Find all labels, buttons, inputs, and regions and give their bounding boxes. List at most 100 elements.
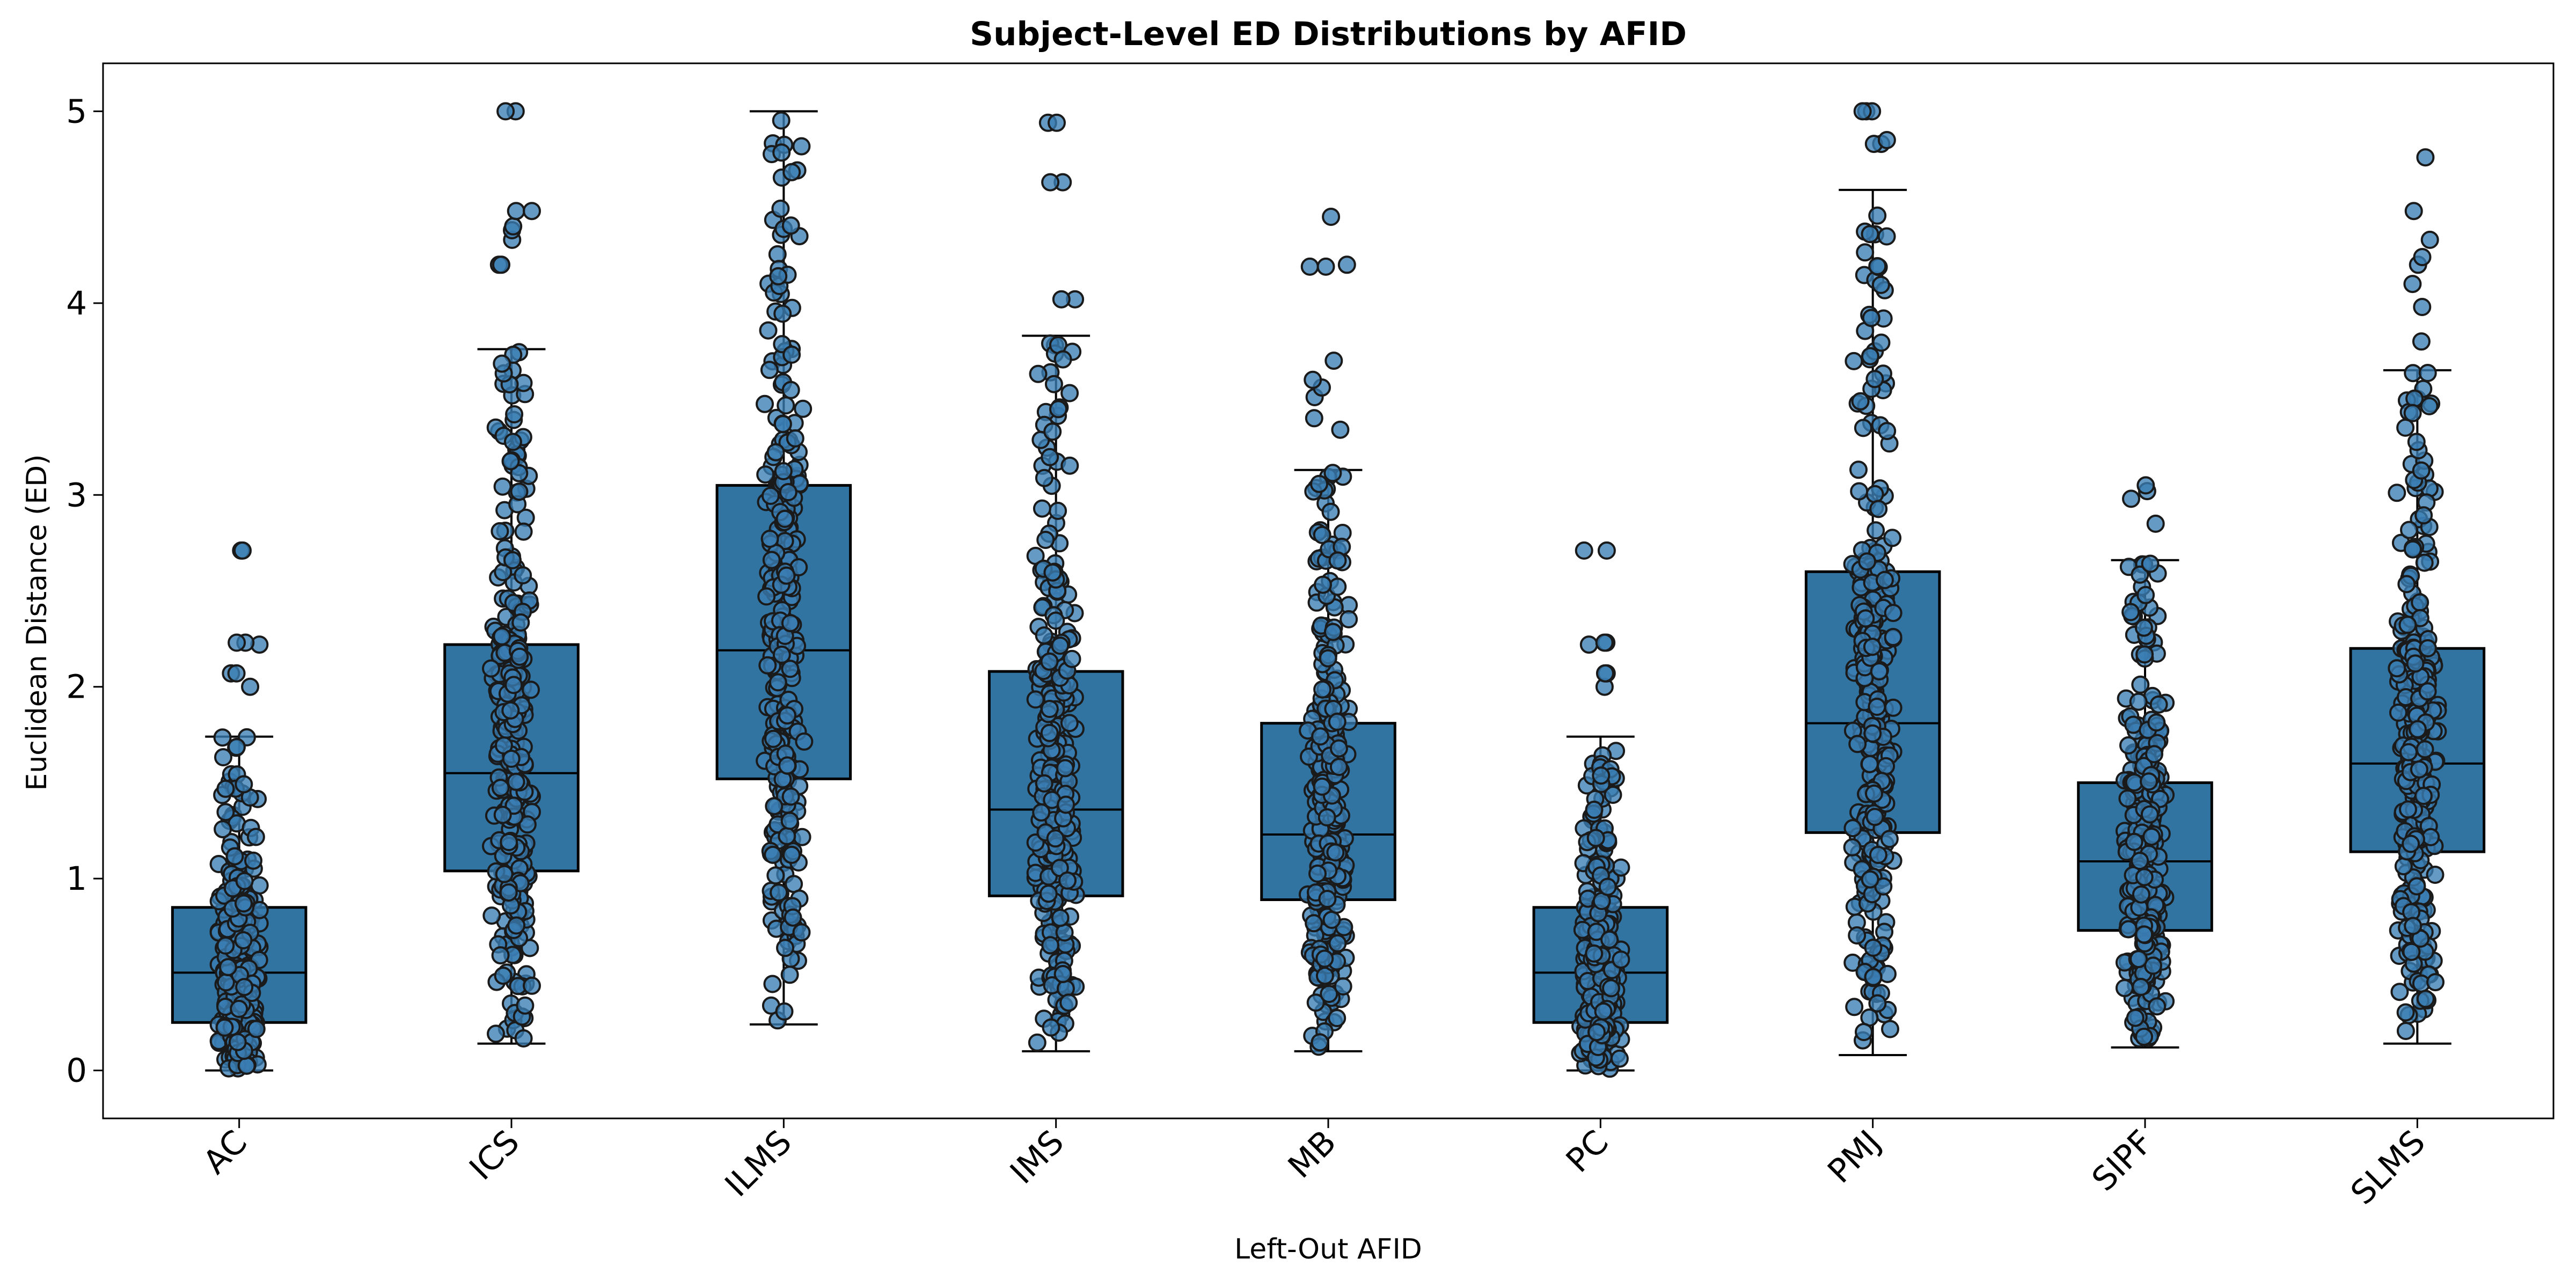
data-point xyxy=(1849,460,1868,479)
data-point xyxy=(1334,977,1352,996)
data-point xyxy=(1046,829,1065,848)
data-point xyxy=(757,587,776,606)
data-point xyxy=(781,380,800,399)
data-point xyxy=(1063,649,1081,668)
data-point xyxy=(761,486,780,505)
data-point xyxy=(2121,603,2140,621)
data-point xyxy=(522,680,540,699)
data-point xyxy=(244,851,262,870)
data-point xyxy=(1328,712,1346,731)
data-point xyxy=(246,828,265,846)
data-point xyxy=(2397,575,2416,594)
data-point xyxy=(772,645,791,664)
data-point xyxy=(247,1020,266,1038)
data-point xyxy=(2421,828,2440,846)
data-point xyxy=(2402,835,2420,853)
y-tick-label: 2 xyxy=(66,668,87,706)
data-point xyxy=(1053,350,1072,369)
data-point xyxy=(2407,877,2426,896)
data-point xyxy=(1305,914,1323,933)
data-point xyxy=(759,321,778,340)
data-point xyxy=(2426,973,2445,992)
data-point xyxy=(2404,917,2423,935)
data-point xyxy=(523,976,541,995)
data-point xyxy=(2119,736,2138,755)
data-point xyxy=(1861,225,1879,244)
data-point xyxy=(2147,713,2166,732)
data-point xyxy=(514,566,532,584)
data-point xyxy=(1315,949,1334,968)
data-point xyxy=(2404,202,2423,221)
data-point xyxy=(241,677,260,696)
data-point xyxy=(1046,611,1065,630)
data-point xyxy=(500,833,518,851)
data-point xyxy=(1596,664,1614,683)
data-point xyxy=(214,820,232,839)
data-point xyxy=(782,163,801,181)
data-point xyxy=(216,779,235,798)
data-point xyxy=(2144,956,2162,975)
data-point xyxy=(2408,720,2427,738)
data-point xyxy=(1585,944,1604,963)
data-point xyxy=(1043,422,1062,441)
data-point xyxy=(510,647,529,666)
data-point xyxy=(1331,420,1350,439)
data-point xyxy=(1320,985,1338,1003)
data-point xyxy=(779,483,797,501)
strip-points xyxy=(209,541,269,1078)
data-point xyxy=(2146,514,2165,533)
y-tick-label: 3 xyxy=(66,476,87,514)
data-point xyxy=(2129,692,2148,711)
data-point xyxy=(1060,714,1079,733)
data-point xyxy=(2413,248,2432,266)
data-point xyxy=(2418,682,2437,701)
data-point xyxy=(2414,506,2433,525)
data-point xyxy=(1057,795,1075,814)
data-point xyxy=(782,345,801,364)
data-point xyxy=(514,522,533,541)
data-point xyxy=(1044,375,1063,393)
data-point xyxy=(776,939,794,957)
data-point xyxy=(780,965,799,984)
data-point xyxy=(758,656,777,675)
data-point xyxy=(1864,968,1883,986)
data-point xyxy=(1884,698,1902,717)
data-point xyxy=(234,894,253,913)
strip-points xyxy=(756,111,814,1030)
data-point xyxy=(494,967,513,985)
data-point xyxy=(760,361,779,379)
data-point xyxy=(1853,102,1872,121)
data-point xyxy=(2420,230,2439,249)
data-point xyxy=(1058,871,1077,890)
data-point xyxy=(1858,552,1877,571)
data-point xyxy=(504,676,523,694)
data-point xyxy=(1035,774,1053,793)
data-point xyxy=(2411,593,2429,612)
data-point xyxy=(493,354,511,373)
strip-points xyxy=(1298,208,1358,1056)
data-point xyxy=(1845,998,1864,1016)
data-point xyxy=(1318,890,1337,908)
data-point xyxy=(2418,639,2437,657)
data-point xyxy=(1313,525,1331,544)
data-point xyxy=(1041,448,1059,466)
data-point xyxy=(1592,766,1611,785)
data-point xyxy=(1040,723,1059,742)
box-group-pmj xyxy=(1804,102,1941,1057)
data-point xyxy=(1328,934,1347,953)
data-point xyxy=(1305,409,1323,428)
data-point xyxy=(2390,983,2409,1001)
data-point xyxy=(1850,482,1869,501)
data-point xyxy=(1328,551,1347,570)
data-point xyxy=(1311,1033,1329,1052)
strip-points xyxy=(1843,102,1902,1050)
data-point xyxy=(1867,521,1885,540)
data-point xyxy=(2125,832,2143,851)
data-point xyxy=(1585,800,1604,819)
data-point xyxy=(2131,852,2149,870)
data-point xyxy=(2403,275,2422,294)
data-point xyxy=(2406,654,2425,673)
strip-points xyxy=(1571,541,1630,1078)
data-point xyxy=(213,728,232,747)
